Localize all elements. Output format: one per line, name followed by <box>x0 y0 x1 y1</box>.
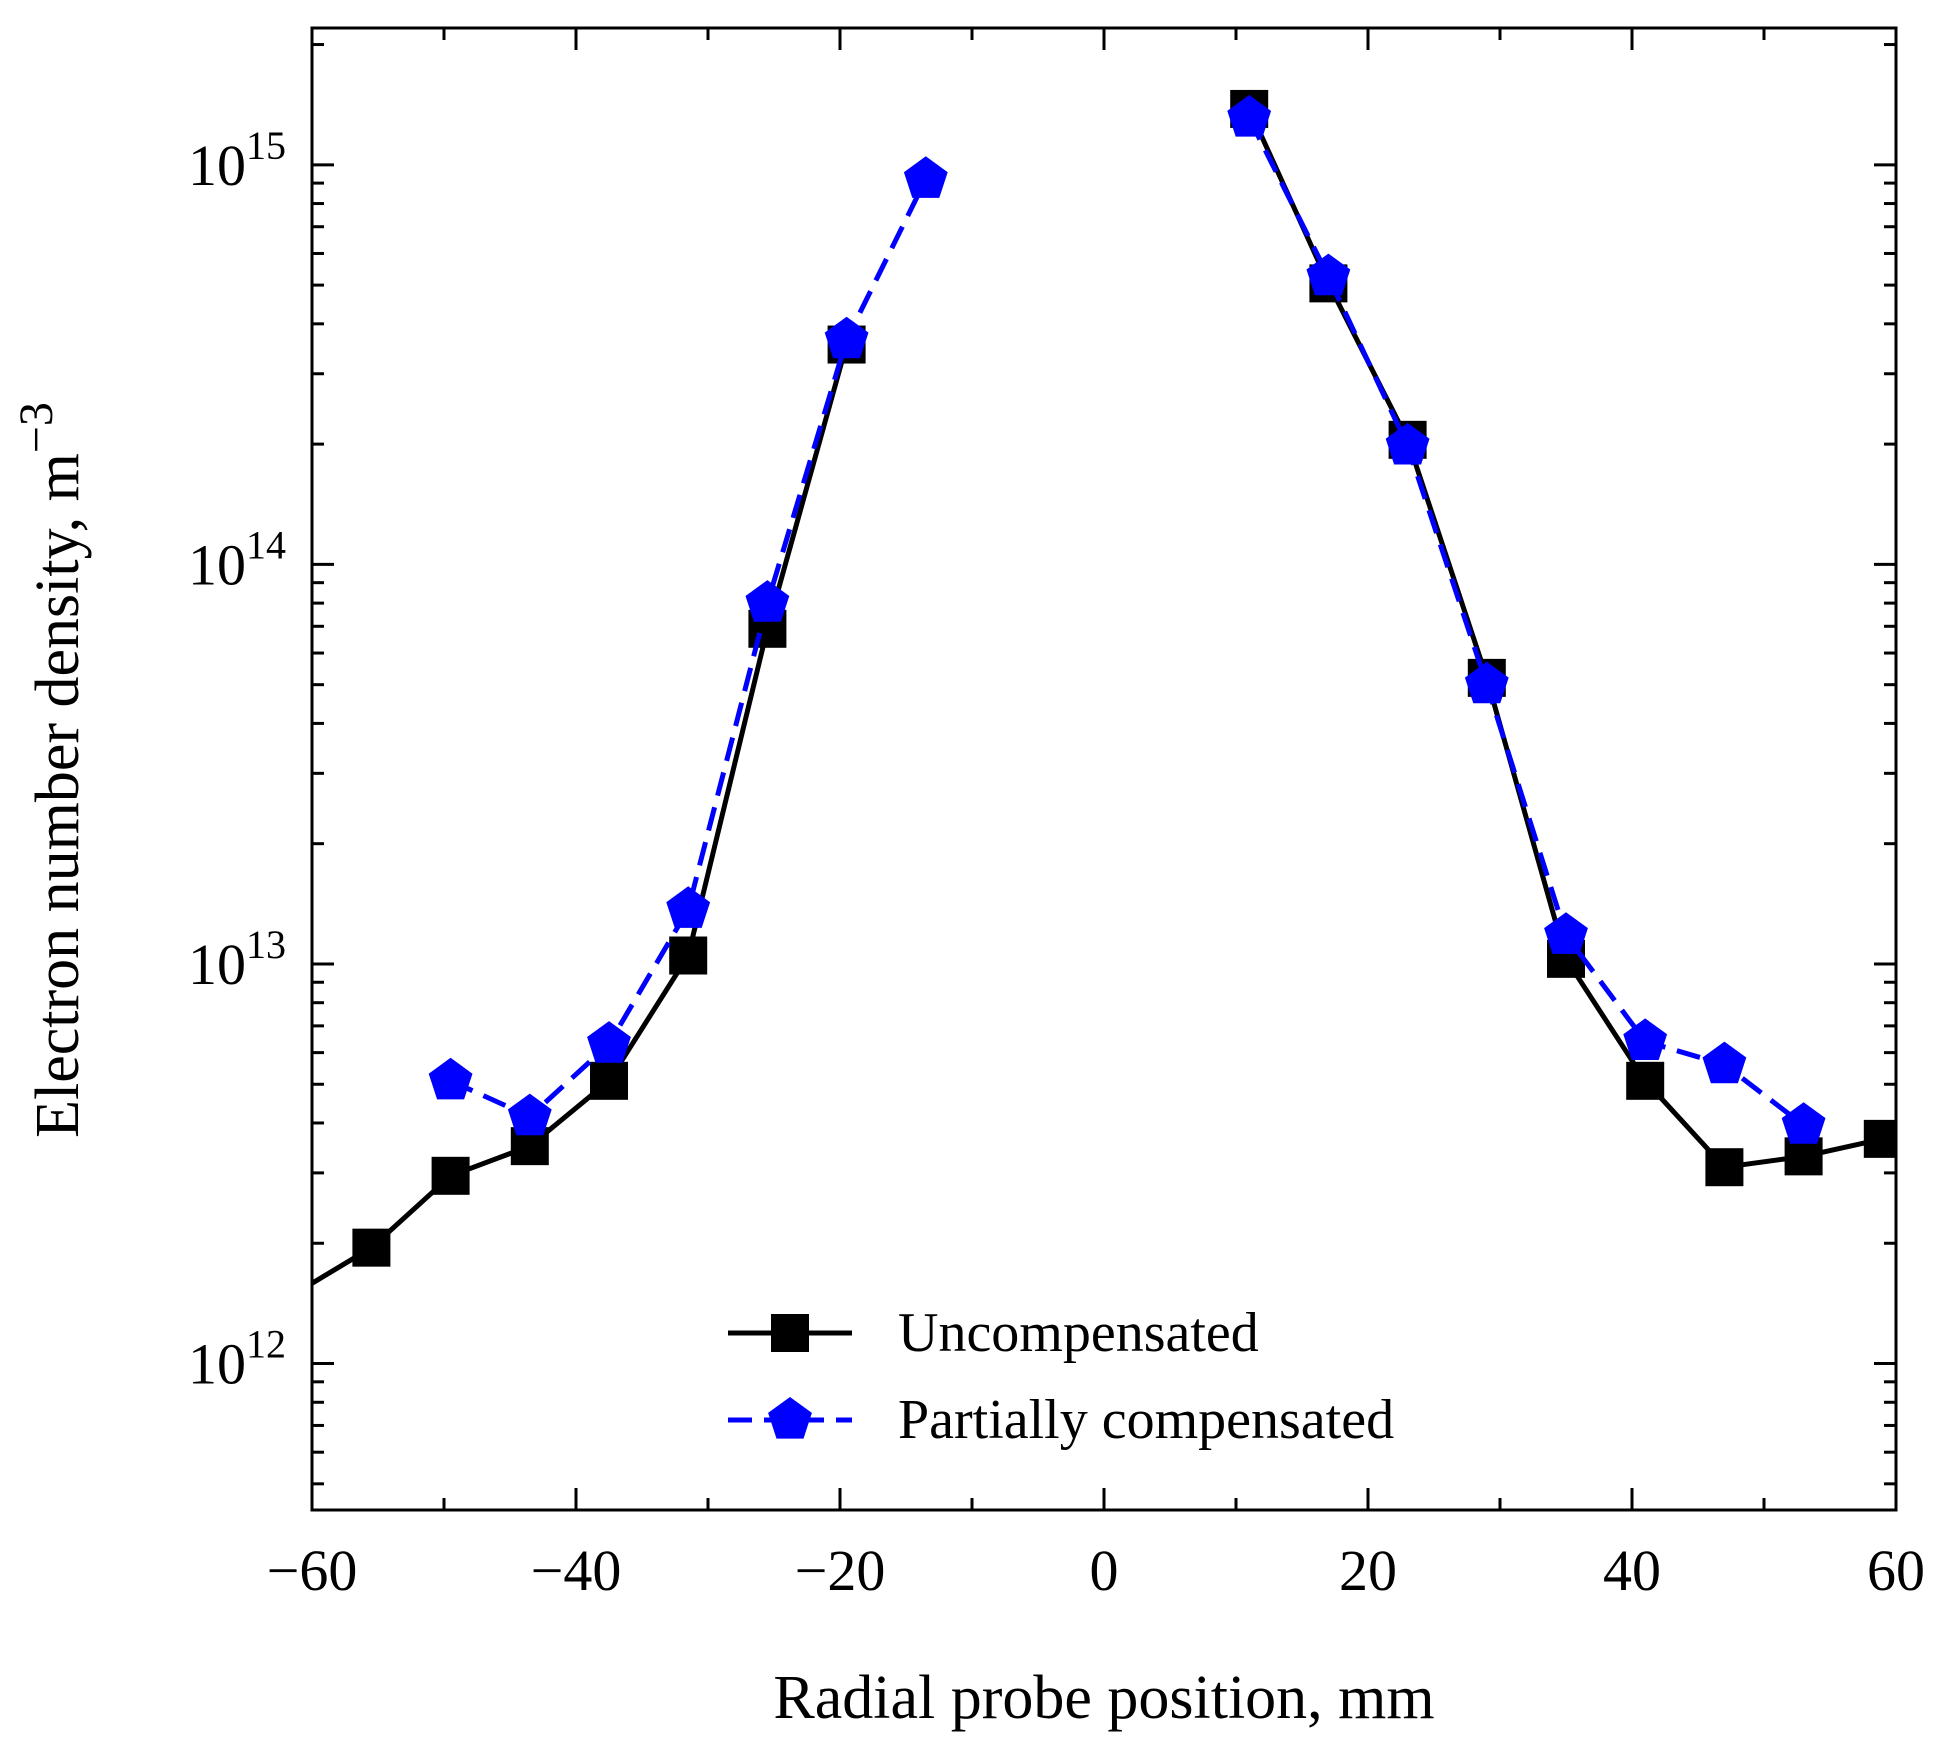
data-point <box>590 1061 628 1100</box>
data-point <box>431 1156 470 1195</box>
data-point <box>1626 1061 1665 1100</box>
data-point <box>1702 1041 1747 1084</box>
data-point <box>1227 95 1272 137</box>
x-tick-label: −60 <box>267 1538 358 1603</box>
data-point <box>507 1093 552 1136</box>
y-tick-label: 1013 <box>188 922 286 997</box>
y-tick-base: 10 <box>188 532 246 597</box>
y-axis-label-exponent: −3 <box>10 402 63 453</box>
series-uncompensated <box>267 89 1896 1318</box>
y-tick-exponent: 12 <box>246 1322 286 1367</box>
data-point <box>666 886 711 928</box>
y-tick-label: 1015 <box>188 123 286 198</box>
data-point <box>824 316 869 359</box>
y-tick-base: 10 <box>188 133 246 198</box>
data-point <box>428 1057 473 1100</box>
legend-marker <box>768 1397 812 1439</box>
data-point <box>352 1228 391 1267</box>
y-tick-label: 1014 <box>188 522 286 597</box>
data-point <box>1544 912 1588 954</box>
x-tick-label: 0 <box>1090 1538 1119 1603</box>
x-tick-label: −40 <box>531 1538 622 1603</box>
y-tick-exponent: 15 <box>246 123 286 168</box>
y-axis-label-text: Electron number density, m <box>24 453 92 1138</box>
y-tick-base: 10 <box>188 932 246 997</box>
data-point <box>1705 1148 1744 1187</box>
x-tick-label: 40 <box>1603 1538 1661 1603</box>
y-axis-label: Electron number density, m−3 <box>10 402 92 1138</box>
series-line <box>449 178 929 1120</box>
data-point <box>267 1280 305 1318</box>
y-tick-base: 10 <box>188 1332 246 1397</box>
data-point <box>1306 253 1351 296</box>
x-tick-label: 20 <box>1339 1538 1397 1603</box>
data-point <box>669 936 708 975</box>
data-point <box>1464 661 1509 704</box>
data-point <box>745 580 790 622</box>
legend-item: Partially compensated <box>728 1389 1394 1451</box>
data-point <box>1623 1018 1668 1060</box>
series-partially-compensated <box>428 95 1826 1144</box>
data-point <box>587 1021 631 1063</box>
y-tick-exponent: 14 <box>246 522 286 567</box>
series-line <box>312 343 850 1287</box>
plot-frame <box>310 26 1898 1512</box>
tick-layer <box>310 28 1898 1510</box>
x-tick-label: −20 <box>795 1538 886 1603</box>
x-tick-label: 60 <box>1867 1538 1925 1603</box>
y-tick-label: 1012 <box>188 1322 286 1397</box>
x-axis-label: Radial probe position, mm <box>773 1664 1434 1732</box>
data-point <box>1781 1102 1826 1144</box>
y-tick-exponent: 13 <box>246 922 286 967</box>
data-point <box>1385 422 1430 465</box>
legend-label: Partially compensated <box>898 1389 1394 1451</box>
legend-item: Uncompensated <box>728 1302 1259 1364</box>
series-layer <box>267 89 1896 1318</box>
legend-marker <box>771 1314 809 1352</box>
legend: Uncompensated Partially compensated <box>728 1302 1394 1451</box>
legend-label: Uncompensated <box>898 1302 1259 1364</box>
data-point <box>1863 1119 1896 1158</box>
data-point <box>903 156 948 198</box>
